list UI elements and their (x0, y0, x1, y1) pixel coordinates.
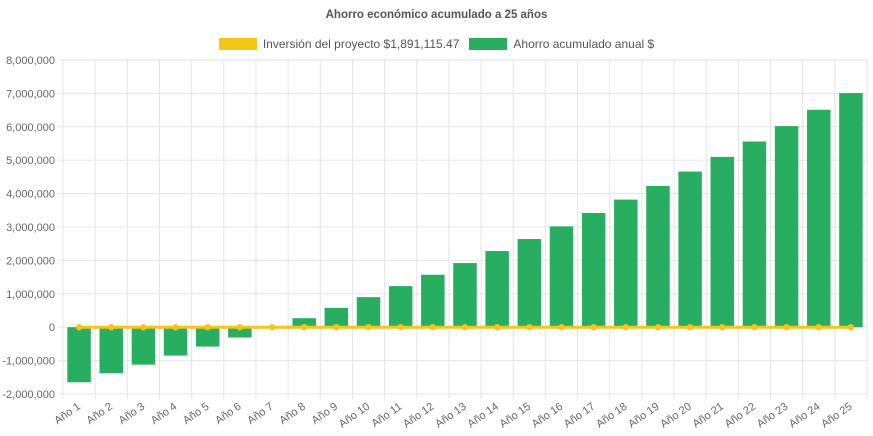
investment-point (558, 324, 565, 331)
investment-point (461, 324, 469, 331)
bar (485, 251, 509, 328)
bar (549, 226, 574, 328)
y-tick-label: 2,000,000 (6, 255, 55, 267)
investment-point (365, 324, 372, 331)
x-tick-label: Año 4 (149, 401, 179, 427)
x-tick-label: Año 5 (181, 401, 211, 427)
x-tick-label: Año 8 (277, 401, 307, 427)
bar (453, 263, 477, 328)
x-tick-label: Año 19 (626, 401, 661, 431)
bar (292, 318, 316, 328)
y-tick-label: -1,000,000 (2, 356, 55, 368)
bar (517, 239, 542, 328)
x-tick-label: Año 15 (498, 401, 533, 431)
investment-point (140, 324, 147, 331)
legend-label-savings: Ahorro acumulado anual $ (513, 37, 655, 51)
legend-label-investment: Inversión del proyecto $1,891,115.47 (262, 37, 460, 51)
x-tick-label: Año 13 (433, 401, 468, 431)
investment-point (333, 324, 340, 331)
investment-point (204, 324, 211, 331)
bar (581, 212, 606, 328)
investment-point (75, 324, 83, 331)
investment-point (654, 324, 662, 331)
bar (678, 171, 702, 328)
investment-point (493, 324, 501, 331)
investment-point (815, 324, 822, 331)
investment-point (719, 324, 726, 331)
bar (99, 327, 123, 374)
legend: Inversión del proyecto $1,891,115.47 Aho… (0, 37, 873, 51)
x-tick-label: Año 2 (85, 401, 115, 427)
investment-point (686, 324, 694, 331)
bar (774, 126, 799, 328)
x-tick-label: Año 14 (465, 401, 500, 431)
bar (324, 307, 349, 328)
y-tick-label: 4,000,000 (6, 189, 55, 201)
x-tick-label: Año 9 (310, 401, 340, 427)
bar (742, 141, 767, 328)
x-tick-label: Año 6 (213, 401, 243, 427)
investment-point (429, 324, 437, 331)
investment-point (526, 324, 533, 331)
x-tick-label: Año 21 (691, 401, 726, 431)
investment-point (751, 324, 758, 331)
bar (614, 199, 638, 328)
bar (228, 327, 252, 338)
investment-point (236, 324, 244, 331)
bar (839, 93, 863, 328)
x-tick-label: Año 23 (755, 401, 790, 431)
y-tick-label: 5,000,000 (6, 155, 55, 167)
bar (67, 327, 91, 383)
investment-point (590, 324, 597, 331)
x-tick-label: Año 18 (594, 401, 629, 431)
x-tick-label: Año 7 (245, 401, 275, 427)
investment-point (301, 324, 308, 331)
bar (646, 185, 670, 328)
bar (356, 297, 381, 328)
investment-point (268, 324, 276, 331)
x-tick-label: Año 20 (658, 401, 693, 431)
y-tick-label: 7,000,000 (6, 88, 55, 100)
y-tick-label: 8,000,000 (6, 55, 55, 67)
bar (710, 156, 735, 328)
x-tick-label: Año 10 (337, 401, 372, 431)
bar (195, 327, 220, 347)
y-tick-label: -2,000,000 (2, 389, 55, 401)
x-tick-label: Año 12 (401, 401, 436, 431)
y-tick-label: 1,000,000 (6, 289, 55, 301)
legend-swatch-savings (469, 38, 508, 50)
investment-point (172, 324, 179, 331)
x-tick-label: Año 16 (530, 401, 565, 431)
bar (388, 286, 413, 328)
investment-point (108, 324, 115, 331)
investment-point (783, 324, 790, 331)
bar (421, 274, 445, 328)
y-tick-label: 6,000,000 (6, 122, 55, 134)
x-tick-label: Año 1 (52, 401, 82, 427)
bar (163, 327, 188, 356)
bar (131, 327, 156, 365)
investment-point (847, 324, 855, 331)
y-tick-label: 0 (49, 322, 55, 334)
x-tick-label: Año 22 (723, 401, 758, 431)
investment-point (622, 324, 629, 331)
x-tick-label: Año 3 (117, 401, 147, 427)
legend-item-savings[interactable]: Ahorro acumulado anual $ (469, 37, 654, 51)
x-tick-label: Año 24 (787, 401, 822, 431)
legend-swatch-investment (218, 38, 257, 50)
bar (807, 109, 831, 328)
investment-point (397, 324, 404, 331)
legend-item-investment[interactable]: Inversión del proyecto $1,891,115.47 (218, 37, 460, 51)
chart-title: Ahorro económico acumulado a 25 años (325, 9, 548, 21)
x-tick-label: Año 11 (370, 401, 405, 430)
x-tick-label: Año 25 (819, 401, 854, 431)
y-tick-label: 3,000,000 (6, 222, 55, 234)
x-tick-label: Año 17 (562, 401, 597, 431)
